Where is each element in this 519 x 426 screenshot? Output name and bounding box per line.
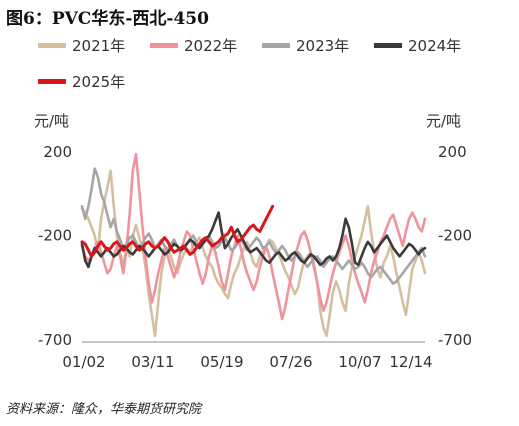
y-tick-label-left: 200 [43, 143, 72, 161]
figure-title: 图6：PVC华东-西北-450 [6, 9, 209, 29]
legend-item-2024: 2024年 [374, 34, 461, 56]
y-tick-label-left: -200 [38, 227, 72, 245]
legend-label-2023: 2023年 [296, 36, 350, 55]
legend-item-2022: 2022年 [150, 34, 237, 56]
x-tick-label: 03/11 [131, 353, 174, 371]
y-axis-label-right: 元/吨 [426, 112, 461, 130]
legend-swatch-2021 [38, 42, 66, 48]
y-tick-label-right: -200 [438, 227, 472, 245]
legend-item-2023: 2023年 [262, 34, 349, 56]
x-tick-label: 07/26 [269, 353, 312, 371]
x-tick-label: 12/14 [389, 353, 432, 371]
legend-item-2025: 2025年 [38, 70, 125, 92]
legend-label-2025: 2025年 [72, 72, 126, 91]
y-axis-label-left: 元/吨 [34, 112, 69, 130]
legend-item-2021: 2021年 [38, 34, 125, 56]
legend-label-2022: 2022年 [184, 36, 238, 55]
legend-swatch-2022 [150, 42, 178, 48]
x-tick-label: 05/19 [200, 353, 243, 371]
x-tick-label: 01/02 [62, 353, 105, 371]
y-axis-right: 200 -200 -700 [438, 143, 472, 349]
y-tick-label-left: -700 [38, 331, 72, 349]
x-tick-label: 10/07 [338, 353, 381, 371]
legend-label-2024: 2024年 [408, 36, 462, 55]
series-line-0 [80, 169, 427, 338]
x-axis: 01/02 03/11 05/19 07/26 10/07 12/14 [62, 353, 432, 371]
legend-swatch-2023 [262, 42, 290, 48]
source-note: 资料来源：隆众，华泰期货研究院 [6, 402, 202, 417]
series-layer [80, 152, 427, 338]
legend-label-2021: 2021年 [72, 36, 126, 55]
y-tick-label-right: -700 [438, 331, 472, 349]
series-line-4 [80, 204, 275, 258]
legend-swatch-2025 [38, 78, 66, 84]
y-axis-left: 200 -200 -700 [38, 143, 72, 349]
series-line-1 [80, 152, 427, 321]
series-line-3 [80, 211, 427, 269]
y-tick-label-right: 200 [438, 143, 467, 161]
legend-swatch-2024 [374, 42, 402, 48]
